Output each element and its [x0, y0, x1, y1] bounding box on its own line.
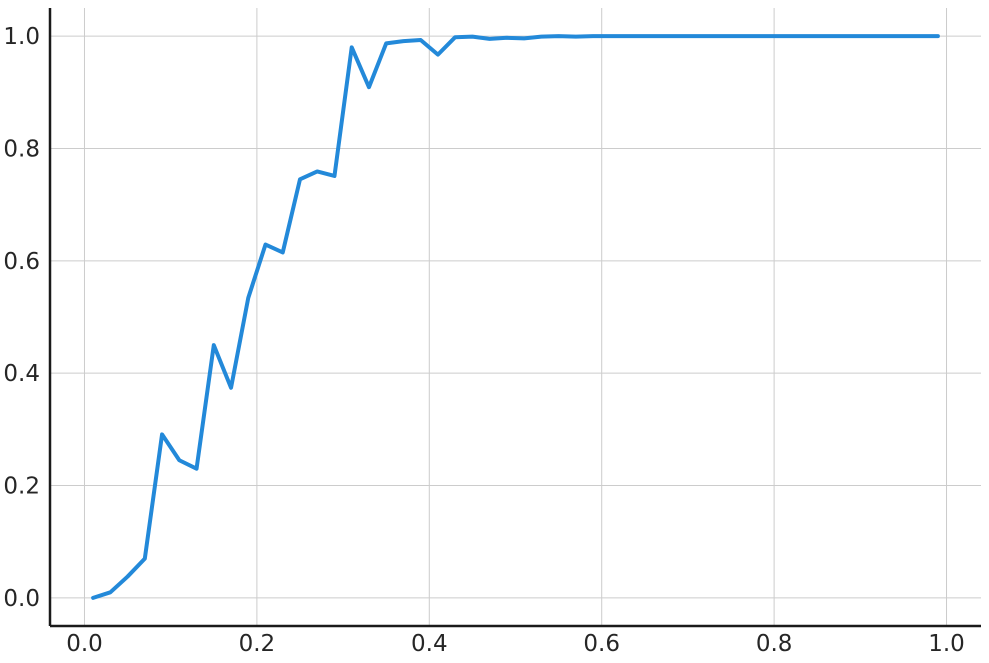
gridlines — [50, 8, 981, 626]
tick-labels: 0.0 0.2 0.4 0.6 0.8 1.0 0.0 0.2 0.4 0.6 0.8 1.0 — [3, 24, 964, 657]
x-tick-label: 0.0 — [66, 631, 103, 657]
y-tick-label: 0.0 — [3, 586, 40, 612]
x-tick-label: 1.0 — [928, 631, 965, 657]
series-layer — [91, 34, 940, 600]
x-tick-label: 0.2 — [239, 631, 276, 657]
y-tick-label: 0.4 — [3, 361, 40, 387]
y-tick-label: 0.6 — [3, 249, 40, 275]
axes — [48, 8, 981, 628]
y-tick-label: 0.2 — [3, 474, 40, 500]
x-tick-label: 0.6 — [583, 631, 620, 657]
x-tick-label: 0.8 — [756, 631, 793, 657]
y-tick-label: 1.0 — [3, 24, 40, 50]
y-tick-label: 0.8 — [3, 136, 40, 162]
series-line-0 — [91, 34, 940, 600]
x-tick-label: 0.4 — [411, 631, 448, 657]
